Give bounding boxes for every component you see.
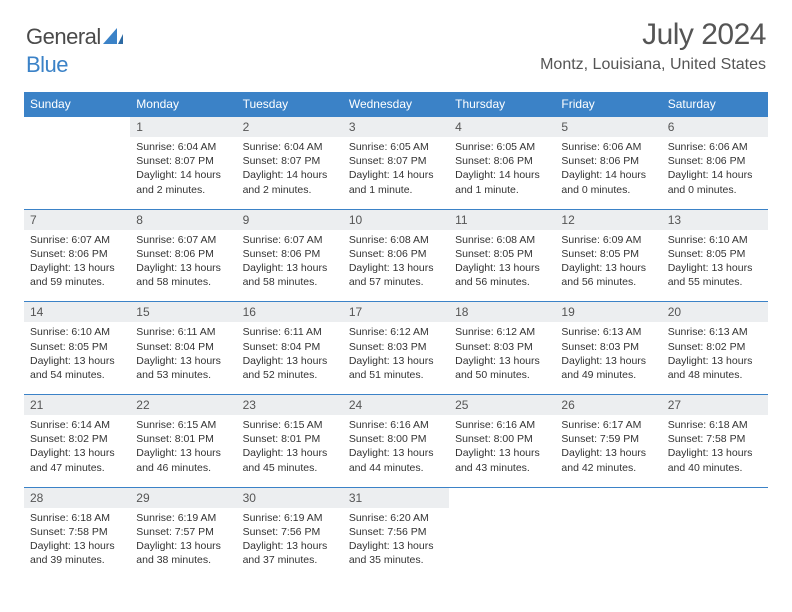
day-number: 13 [662, 209, 768, 230]
day-num-row: 21222324252627 [24, 395, 768, 416]
day-detail: Sunrise: 6:16 AMSunset: 8:00 PMDaylight:… [449, 415, 555, 487]
location-text: Montz, Louisiana, United States [540, 56, 766, 74]
day-detail: Sunrise: 6:13 AMSunset: 8:02 PMDaylight:… [662, 322, 768, 394]
day-number [449, 487, 555, 508]
detail-row: Sunrise: 6:14 AMSunset: 8:02 PMDaylight:… [24, 415, 768, 487]
detail-row: Sunrise: 6:10 AMSunset: 8:05 PMDaylight:… [24, 322, 768, 394]
day-number: 19 [555, 302, 661, 323]
day-number: 30 [237, 487, 343, 508]
day-detail: Sunrise: 6:13 AMSunset: 8:03 PMDaylight:… [555, 322, 661, 394]
day-detail: Sunrise: 6:05 AMSunset: 8:07 PMDaylight:… [343, 137, 449, 209]
day-detail: Sunrise: 6:20 AMSunset: 7:56 PMDaylight:… [343, 508, 449, 580]
day-detail: Sunrise: 6:06 AMSunset: 8:06 PMDaylight:… [662, 137, 768, 209]
page-title: July 2024 [540, 18, 766, 52]
day-number: 11 [449, 209, 555, 230]
day-number: 18 [449, 302, 555, 323]
day-number: 9 [237, 209, 343, 230]
day-detail: Sunrise: 6:05 AMSunset: 8:06 PMDaylight:… [449, 137, 555, 209]
day-detail [662, 508, 768, 580]
day-detail: Sunrise: 6:10 AMSunset: 8:05 PMDaylight:… [662, 230, 768, 302]
detail-row: Sunrise: 6:07 AMSunset: 8:06 PMDaylight:… [24, 230, 768, 302]
day-number: 12 [555, 209, 661, 230]
day-detail: Sunrise: 6:11 AMSunset: 8:04 PMDaylight:… [237, 322, 343, 394]
day-number: 7 [24, 209, 130, 230]
day-number: 28 [24, 487, 130, 508]
logo-text: General Blue [26, 24, 123, 78]
day-number: 5 [555, 117, 661, 138]
dow-friday: Friday [555, 92, 661, 117]
day-detail: Sunrise: 6:12 AMSunset: 8:03 PMDaylight:… [449, 322, 555, 394]
day-number: 31 [343, 487, 449, 508]
day-detail: Sunrise: 6:15 AMSunset: 8:01 PMDaylight:… [130, 415, 236, 487]
day-number: 22 [130, 395, 236, 416]
logo-word2: Blue [26, 52, 68, 77]
day-number: 29 [130, 487, 236, 508]
day-number: 21 [24, 395, 130, 416]
dow-saturday: Saturday [662, 92, 768, 117]
day-number: 27 [662, 395, 768, 416]
day-num-row: 123456 [24, 117, 768, 138]
day-detail: Sunrise: 6:18 AMSunset: 7:58 PMDaylight:… [662, 415, 768, 487]
day-number [662, 487, 768, 508]
day-num-row: 78910111213 [24, 209, 768, 230]
title-block: July 2024 Montz, Louisiana, United State… [540, 18, 766, 74]
day-number: 10 [343, 209, 449, 230]
day-number: 26 [555, 395, 661, 416]
day-num-row: 28293031 [24, 487, 768, 508]
day-detail [555, 508, 661, 580]
day-number: 16 [237, 302, 343, 323]
day-number: 8 [130, 209, 236, 230]
day-number: 17 [343, 302, 449, 323]
dow-wednesday: Wednesday [343, 92, 449, 117]
day-detail: Sunrise: 6:19 AMSunset: 7:56 PMDaylight:… [237, 508, 343, 580]
day-number [555, 487, 661, 508]
day-detail: Sunrise: 6:10 AMSunset: 8:05 PMDaylight:… [24, 322, 130, 394]
header: General Blue July 2024 Montz, Louisiana, … [0, 0, 792, 82]
day-detail: Sunrise: 6:14 AMSunset: 8:02 PMDaylight:… [24, 415, 130, 487]
detail-row: Sunrise: 6:18 AMSunset: 7:58 PMDaylight:… [24, 508, 768, 580]
logo: General Blue [26, 18, 123, 78]
day-detail [449, 508, 555, 580]
day-detail: Sunrise: 6:08 AMSunset: 8:05 PMDaylight:… [449, 230, 555, 302]
day-detail: Sunrise: 6:04 AMSunset: 8:07 PMDaylight:… [130, 137, 236, 209]
day-number: 25 [449, 395, 555, 416]
dow-tuesday: Tuesday [237, 92, 343, 117]
dow-thursday: Thursday [449, 92, 555, 117]
day-detail: Sunrise: 6:07 AMSunset: 8:06 PMDaylight:… [130, 230, 236, 302]
day-detail: Sunrise: 6:17 AMSunset: 7:59 PMDaylight:… [555, 415, 661, 487]
day-number: 1 [130, 117, 236, 138]
day-detail: Sunrise: 6:06 AMSunset: 8:06 PMDaylight:… [555, 137, 661, 209]
day-detail: Sunrise: 6:15 AMSunset: 8:01 PMDaylight:… [237, 415, 343, 487]
day-detail [24, 137, 130, 209]
day-number: 2 [237, 117, 343, 138]
dow-row: Sunday Monday Tuesday Wednesday Thursday… [24, 92, 768, 117]
day-number: 20 [662, 302, 768, 323]
day-number: 6 [662, 117, 768, 138]
day-number: 4 [449, 117, 555, 138]
detail-row: Sunrise: 6:04 AMSunset: 8:07 PMDaylight:… [24, 137, 768, 209]
day-detail: Sunrise: 6:11 AMSunset: 8:04 PMDaylight:… [130, 322, 236, 394]
sail-icon [103, 24, 123, 50]
day-detail: Sunrise: 6:08 AMSunset: 8:06 PMDaylight:… [343, 230, 449, 302]
day-detail: Sunrise: 6:04 AMSunset: 8:07 PMDaylight:… [237, 137, 343, 209]
day-detail: Sunrise: 6:07 AMSunset: 8:06 PMDaylight:… [237, 230, 343, 302]
day-detail: Sunrise: 6:18 AMSunset: 7:58 PMDaylight:… [24, 508, 130, 580]
day-number: 3 [343, 117, 449, 138]
day-num-row: 14151617181920 [24, 302, 768, 323]
logo-word1: General [26, 24, 101, 49]
calendar-table: Sunday Monday Tuesday Wednesday Thursday… [24, 92, 768, 579]
day-number: 23 [237, 395, 343, 416]
dow-sunday: Sunday [24, 92, 130, 117]
day-detail: Sunrise: 6:07 AMSunset: 8:06 PMDaylight:… [24, 230, 130, 302]
day-detail: Sunrise: 6:16 AMSunset: 8:00 PMDaylight:… [343, 415, 449, 487]
day-number: 24 [343, 395, 449, 416]
day-number [24, 117, 130, 138]
day-number: 14 [24, 302, 130, 323]
day-detail: Sunrise: 6:19 AMSunset: 7:57 PMDaylight:… [130, 508, 236, 580]
day-number: 15 [130, 302, 236, 323]
day-detail: Sunrise: 6:12 AMSunset: 8:03 PMDaylight:… [343, 322, 449, 394]
dow-monday: Monday [130, 92, 236, 117]
day-detail: Sunrise: 6:09 AMSunset: 8:05 PMDaylight:… [555, 230, 661, 302]
